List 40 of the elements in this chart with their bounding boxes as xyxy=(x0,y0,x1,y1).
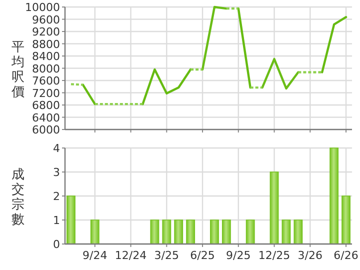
x-tick-label: 3/26 xyxy=(298,249,322,262)
y-tick-label: 10000 xyxy=(25,1,60,14)
bar xyxy=(174,220,184,244)
x-tick-label: 12/25 xyxy=(258,249,290,262)
bar xyxy=(294,220,303,244)
x-tick-label: 12/24 xyxy=(114,249,147,262)
y-tick-label: 6800 xyxy=(32,99,60,112)
bar xyxy=(270,172,279,244)
y-axis-title: 平均呎價 xyxy=(10,40,24,100)
bar xyxy=(150,220,160,244)
y-tick-label: 7600 xyxy=(32,74,60,88)
bar xyxy=(246,220,255,244)
bar xyxy=(162,220,172,244)
y-tick-label: 4 xyxy=(53,142,60,155)
bar xyxy=(282,220,291,244)
y-tick-label: 9600 xyxy=(32,13,60,26)
x-tick-label: 9/25 xyxy=(226,249,251,262)
bar xyxy=(342,196,350,244)
bar xyxy=(186,220,196,244)
bar xyxy=(210,220,219,244)
y-tick-label: 9200 xyxy=(32,26,60,38)
x-tick-label: 3/25 xyxy=(154,249,179,262)
bar xyxy=(66,196,76,244)
bar xyxy=(330,148,339,244)
y-tick-label: 7200 xyxy=(32,86,60,100)
y-tick-label: 8000 xyxy=(32,62,60,76)
x-tick-label: 6/26 xyxy=(334,249,358,262)
bar xyxy=(90,220,100,244)
x-tick-label: 6/25 xyxy=(190,249,215,262)
y-tick-label: 8800 xyxy=(32,38,60,51)
y-axis-title: 成交宗數 xyxy=(12,168,24,228)
y-tick-label: 6000 xyxy=(32,124,60,136)
y-tick-label: 8400 xyxy=(32,50,60,63)
y-tick-label: 6400 xyxy=(32,111,60,124)
y-tick-label: 3 xyxy=(53,166,60,179)
y-tick-label: 1 xyxy=(53,214,60,227)
x-tick-label: 9/24 xyxy=(82,249,108,262)
y-tick-label: 2 xyxy=(53,190,60,203)
bar xyxy=(222,220,231,244)
y-tick-label: 0 xyxy=(53,238,60,251)
